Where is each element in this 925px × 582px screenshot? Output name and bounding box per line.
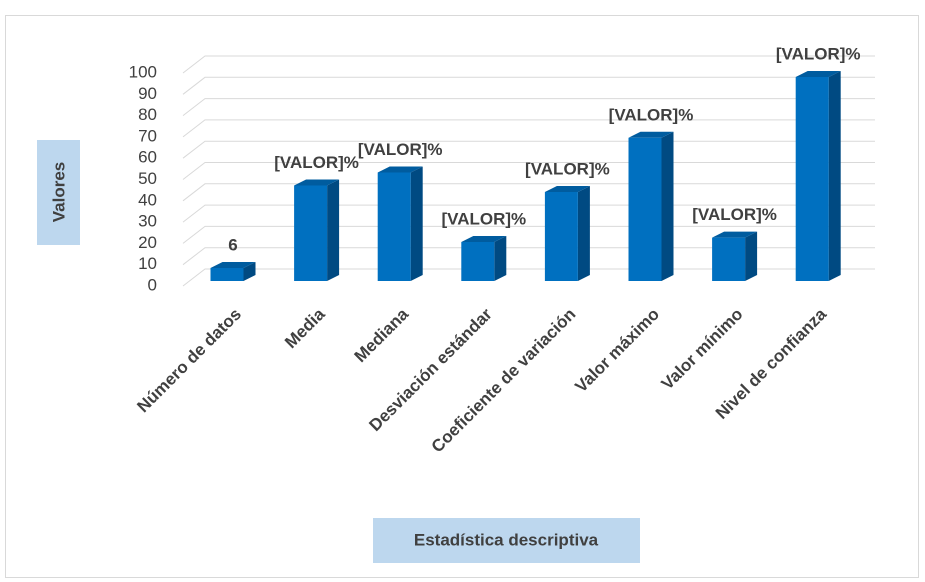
data-label: 6 xyxy=(228,235,237,254)
bar-side xyxy=(327,179,340,281)
bar xyxy=(294,179,340,281)
bar-top xyxy=(795,71,841,78)
bar xyxy=(544,186,590,281)
bar-side xyxy=(494,235,507,281)
bar-top xyxy=(712,231,758,238)
data-label: [VALOR]% xyxy=(441,209,526,228)
data-label: [VALOR]% xyxy=(692,205,777,224)
y-tick-label: 80 xyxy=(138,105,157,124)
x-label-box xyxy=(373,518,640,563)
y-tick-label: 20 xyxy=(138,233,157,252)
bar-front xyxy=(294,185,328,281)
bar-top xyxy=(210,261,256,268)
data-label: [VALOR]% xyxy=(776,45,861,64)
y-tick-label: 60 xyxy=(138,148,157,167)
grid-line xyxy=(182,55,875,74)
bar-side xyxy=(410,166,423,281)
data-label: [VALOR]% xyxy=(525,160,610,179)
bar-side xyxy=(577,186,590,281)
data-label: [VALOR]% xyxy=(358,140,443,159)
y-tick-label: 10 xyxy=(138,254,157,273)
y-tick-label: 0 xyxy=(148,275,157,294)
bar-top xyxy=(461,235,507,242)
y-tick-label: 30 xyxy=(138,212,157,231)
bar xyxy=(712,231,758,281)
bar-top xyxy=(628,131,674,138)
chart-border xyxy=(5,15,919,578)
bar-side xyxy=(828,71,841,282)
bar-front xyxy=(628,137,662,281)
bar xyxy=(210,261,256,281)
x-axis-label: Estadística descriptiva xyxy=(414,530,599,549)
bar-top xyxy=(377,166,423,173)
grid-line xyxy=(182,119,875,138)
bar-top xyxy=(294,179,340,186)
data-label: [VALOR]% xyxy=(609,105,694,124)
bar-front xyxy=(712,237,746,281)
y-label-box xyxy=(37,140,80,245)
bar-front xyxy=(210,267,244,281)
grid-line xyxy=(182,98,875,116)
bar-front xyxy=(795,77,829,282)
y-axis-label: Valores xyxy=(49,162,68,223)
bar-side xyxy=(745,231,758,281)
y-tick-label: 40 xyxy=(138,190,157,209)
y-tick-label: 50 xyxy=(138,169,157,188)
data-label: [VALOR]% xyxy=(274,153,359,172)
y-tick-label: 70 xyxy=(138,126,157,145)
bar-side xyxy=(243,261,256,281)
bar-front xyxy=(544,192,578,281)
y-tick-label: 90 xyxy=(138,84,157,103)
bar-side xyxy=(661,131,674,281)
bar xyxy=(795,71,841,282)
bar-front xyxy=(461,241,495,281)
y-tick-label: 100 xyxy=(129,62,157,81)
bar xyxy=(461,235,507,281)
bar-top xyxy=(544,186,590,193)
bar-front xyxy=(377,172,411,281)
bar xyxy=(377,166,423,281)
grid-line xyxy=(182,76,875,95)
bar xyxy=(628,131,674,281)
